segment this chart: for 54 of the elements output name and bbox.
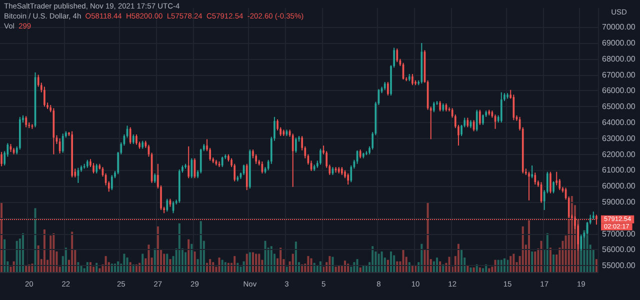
candlestick (412, 74, 414, 86)
candlestick (166, 198, 168, 212)
y-tick-label: 57000.00 (602, 229, 636, 238)
candlestick (136, 134, 138, 146)
y-tick-label: 70000.00 (602, 22, 636, 32)
candlestick (92, 162, 94, 174)
candlestick (512, 94, 515, 121)
candlestick (550, 171, 552, 194)
candlestick (188, 146, 190, 179)
candlestick (528, 171, 530, 201)
candlestick (482, 114, 484, 126)
y-tick-label: 65000.00 (602, 102, 636, 112)
candlestick (479, 109, 481, 126)
candlestick (531, 164, 533, 179)
candlestick (44, 86, 46, 108)
candlestick (387, 81, 389, 96)
y-tick-label: 55000.00 (602, 261, 636, 270)
candlestick (255, 154, 257, 164)
candlestick (154, 172, 156, 184)
candlestick (25, 116, 27, 128)
candlestick (96, 163, 98, 174)
candlestick (129, 126, 132, 144)
candlestick (552, 180, 554, 194)
candlestick (221, 156, 224, 168)
candlestick (396, 48, 398, 63)
candlestick (320, 148, 322, 166)
y-tick-label: 56000.00 (602, 245, 636, 254)
y-tick-label: 61000.00 (602, 166, 636, 175)
y-tick-label: 64000.00 (602, 118, 636, 128)
candlestick (246, 163, 248, 191)
candlestick (200, 148, 202, 174)
y-tick-label: 59000.00 (602, 198, 636, 207)
candlestick (556, 171, 558, 186)
y-tick-label: 63000.00 (602, 134, 636, 143)
candlestick (534, 172, 536, 186)
candlestick (476, 109, 478, 132)
y-tick-label: 66000.00 (602, 86, 636, 96)
y-tick-label: 62000.00 (602, 150, 636, 159)
candlestick (466, 117, 469, 128)
candlestick (62, 133, 64, 154)
candlestick (500, 92, 502, 124)
candlestick (190, 158, 193, 179)
candlestick (292, 133, 294, 188)
candlestick (439, 100, 441, 112)
candlestick (132, 134, 134, 144)
candlestick (433, 101, 435, 113)
candlestick (295, 137, 297, 154)
candlestick (347, 172, 349, 186)
y-tick-label: 60000.00 (602, 182, 636, 191)
candlestick (111, 174, 113, 191)
y-tick-label: 67000.00 (602, 70, 636, 80)
candlestick (0, 151, 2, 167)
y-tick-label: 68000.00 (602, 54, 636, 64)
y-tick-label: 69000.00 (602, 38, 636, 48)
